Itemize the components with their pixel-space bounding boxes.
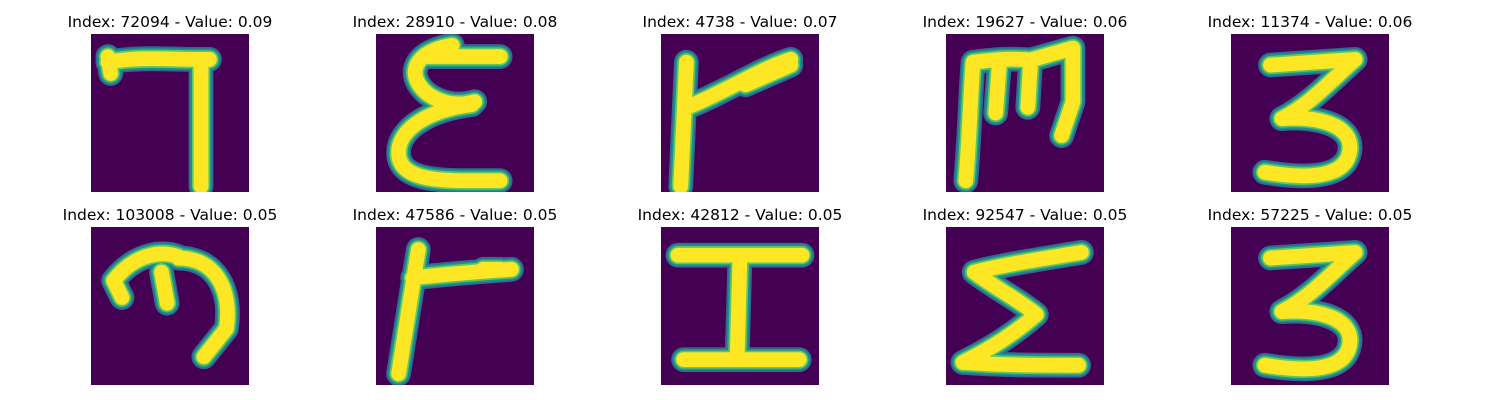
panel-title: Index: 11374 - Value: 0.06 [1207,13,1413,31]
handwritten-character-image [1231,34,1389,192]
image-panel: Index: 19627 - Value: 0.06 [905,12,1145,192]
glyph-stroke [1257,245,1363,377]
image-panel: Index: 4738 - Value: 0.07 [620,12,860,192]
glyph-stroke [955,245,1089,373]
handwritten-character-image [376,34,534,192]
glyph-stroke [391,37,508,189]
panel-title: Index: 42812 - Value: 0.05 [637,206,843,224]
image-panel: Index: 57225 - Value: 0.05 [1190,205,1430,385]
image-panel: Index: 72094 - Value: 0.09 [50,12,290,192]
glyph-stroke [106,246,235,365]
panel-title: Index: 4738 - Value: 0.07 [642,13,838,31]
image-panel: Index: 42812 - Value: 0.05 [620,205,860,385]
glyph-stroke [670,247,810,367]
panel-title: Index: 19627 - Value: 0.06 [922,13,1128,31]
handwritten-character-image [946,227,1104,385]
glyph-stroke [391,242,519,382]
glyph-stroke [100,49,217,192]
handwritten-character-image [661,34,819,192]
panel-title: Index: 103008 - Value: 0.05 [62,206,278,224]
handwritten-character-image [661,227,819,385]
handwritten-character-image [376,227,534,385]
image-panel: Index: 103008 - Value: 0.05 [50,205,290,385]
image-panel: Index: 92547 - Value: 0.05 [905,205,1145,385]
panel-title: Index: 72094 - Value: 0.09 [67,13,273,31]
handwritten-character-image [1231,227,1389,385]
glyph-stroke [1257,52,1363,184]
image-panel: Index: 11374 - Value: 0.06 [1190,12,1430,192]
image-panel: Index: 28910 - Value: 0.08 [335,12,575,192]
glyph-stroke [958,40,1081,189]
image-panel: Index: 47586 - Value: 0.05 [335,205,575,385]
handwritten-character-image [946,34,1104,192]
panel-title: Index: 92547 - Value: 0.05 [922,206,1128,224]
handwritten-character-image [91,34,249,192]
panel-title: Index: 57225 - Value: 0.05 [1207,206,1413,224]
panel-title: Index: 47586 - Value: 0.05 [352,206,558,224]
handwritten-character-image [91,227,249,385]
glyph-stroke [673,52,799,192]
panel-title: Index: 28910 - Value: 0.08 [352,13,558,31]
